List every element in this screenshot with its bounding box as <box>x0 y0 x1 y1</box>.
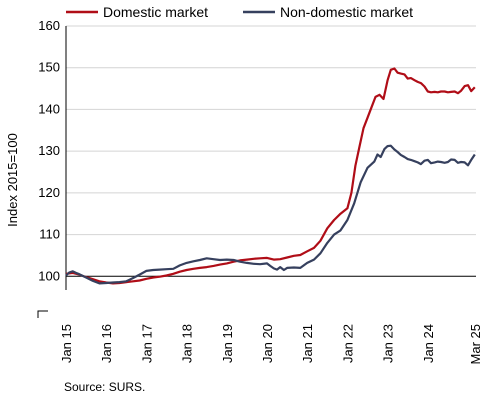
x-tick-label: Jan 18 <box>180 324 195 363</box>
legend: Domestic market Non-domestic market <box>66 4 413 20</box>
x-tick-label: Jan 22 <box>340 324 355 363</box>
series-line-domestic <box>65 67 476 285</box>
x-tick-label: Jan 24 <box>421 324 436 363</box>
y-tick-label: 120 <box>38 185 60 200</box>
x-tick-label: Mar 25 <box>468 324 483 364</box>
x-tick-label: Jan 17 <box>139 324 154 363</box>
y-axis-title: Index 2015=100 <box>5 133 20 227</box>
series-lines <box>65 67 476 285</box>
y-tick-label: 140 <box>38 101 60 116</box>
source-note: Source: SURS. <box>64 380 146 394</box>
y-tick-label: 100 <box>38 268 60 283</box>
x-tick-label: Jan 20 <box>260 324 275 363</box>
legend-label-nondomestic: Non-domestic market <box>280 4 413 20</box>
x-tick-label: Jan 19 <box>220 324 235 363</box>
y-tick-label: 130 <box>38 143 60 158</box>
y-tick-label: 160 <box>38 18 60 33</box>
axis-break-marker <box>37 310 48 318</box>
series-line-nondomestic <box>65 144 476 285</box>
y-tick-label: 150 <box>38 60 60 75</box>
gridlines <box>66 25 476 236</box>
y-tick-labels: 100 110 120 130 140 150 160 <box>38 18 60 283</box>
y-tick-label: 110 <box>39 227 60 242</box>
x-tick-label: Jan 23 <box>381 324 396 363</box>
x-tick-label: Jan 21 <box>300 324 315 363</box>
legend-label-domestic: Domestic market <box>103 4 208 20</box>
x-tick-labels: Jan 15 Jan 16 Jan 17 Jan 18 Jan 19 Jan 20 Jan … <box>59 324 483 364</box>
x-tick-label: Jan 15 <box>59 324 74 363</box>
x-tick-label: Jan 16 <box>99 324 114 363</box>
